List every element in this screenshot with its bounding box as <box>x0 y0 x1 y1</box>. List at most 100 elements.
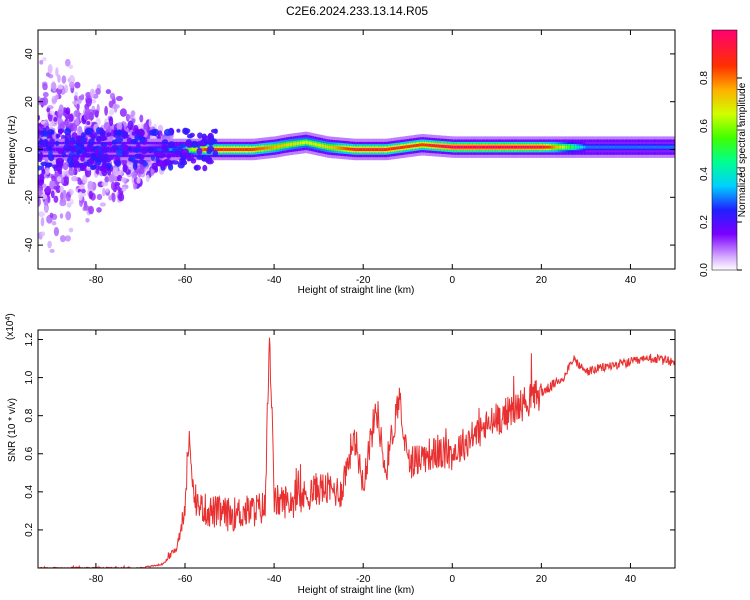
spectrogram-cell <box>316 143 318 147</box>
spectrogram-cell <box>650 145 653 149</box>
spectrogram-cell <box>155 148 158 151</box>
spectrogram-cell <box>255 147 258 151</box>
spectrogram-cell <box>634 145 637 149</box>
spectrogram-cell <box>107 148 110 151</box>
spectrogram-cell <box>196 147 203 155</box>
spectrogram-cell <box>66 145 74 151</box>
spectrogram-cell <box>91 152 96 161</box>
spectrogram-cell <box>613 145 616 149</box>
spectrogram-cell <box>399 146 402 150</box>
spectrogram-cell <box>237 148 240 151</box>
spectrogram-cell <box>109 109 115 116</box>
spectrogram-cell <box>73 95 78 101</box>
spectrogram-cell <box>307 141 310 145</box>
spectrogram-cell <box>104 176 109 183</box>
spectrogram-cell <box>544 145 546 149</box>
spectrogram-cell <box>56 157 65 165</box>
spectrogram-cell <box>485 145 488 149</box>
spectrogram-cell <box>139 114 144 123</box>
spectrogram-cell <box>663 145 666 149</box>
spectrogram-cell <box>38 211 45 217</box>
spectrogram-cell <box>108 100 114 108</box>
spectrogram-cell <box>43 148 46 151</box>
snr-x-label: Height of straight line (km) <box>298 585 415 596</box>
figure-title: C2E6.2024.233.13.14.R05 <box>286 4 428 18</box>
spectrogram-cell <box>558 145 561 149</box>
spectrogram-cell <box>163 144 169 153</box>
snr-y-scale-close: ) <box>5 313 16 316</box>
spectrogram-cell <box>440 144 443 148</box>
spectrogram-cell <box>105 89 112 95</box>
spectrogram-cell <box>43 131 49 136</box>
x-tick-label: 40 <box>625 574 637 585</box>
spectrogram-cell <box>113 167 119 177</box>
spectrogram-cell <box>83 204 89 211</box>
spectrogram-cell <box>417 143 420 147</box>
spectrogram-cell <box>88 159 93 164</box>
spectrogram-cell <box>80 94 85 99</box>
spectrogram-cell <box>40 231 46 237</box>
spectrogram-cell <box>45 72 51 77</box>
spectrogram-cell <box>80 155 85 162</box>
spectrogram-cell <box>90 88 95 98</box>
spectrogram-cell <box>150 155 155 161</box>
spectrogram-cell <box>232 148 235 151</box>
spectrogram-cell <box>561 145 564 149</box>
spectrogram-cell <box>317 143 320 147</box>
spectrogram-cell <box>401 145 404 149</box>
spectrogram-cell <box>118 169 124 176</box>
spectrogram-cell <box>201 148 204 151</box>
spectrogram-cell <box>446 145 448 149</box>
spectrogram-cell <box>403 145 406 149</box>
spectrogram-cell <box>282 144 285 148</box>
spectrogram-cell <box>53 185 58 190</box>
spectrogram-cell <box>60 177 65 185</box>
y-tick-label: 0 <box>24 146 35 152</box>
spectrogram-cell <box>163 128 172 136</box>
spectrogram-cell <box>108 174 115 183</box>
spectrogram-cell <box>105 188 109 193</box>
spectrogram-cell <box>560 145 563 149</box>
spectrogram-cell <box>218 148 220 151</box>
spectrogram-cell <box>235 148 238 151</box>
spectrogram-cell <box>168 148 171 151</box>
x-tick-label: -80 <box>89 275 104 286</box>
spectrogram-cell <box>392 147 395 150</box>
spectrogram-cell <box>305 140 308 144</box>
spectrogram-cell <box>593 145 596 149</box>
spectrogram-cell <box>62 189 67 200</box>
spectrogram-cell <box>153 150 159 156</box>
spectrogram-cell <box>349 147 352 151</box>
spectrogram-cell <box>115 137 124 143</box>
spectrogram-cell <box>536 145 539 149</box>
spectrogram-cell <box>497 145 500 149</box>
spectrogram-cell <box>540 145 543 149</box>
spectrogram-cell <box>499 145 502 149</box>
colorbar-gradient <box>711 29 738 271</box>
spectrogram-cell <box>49 121 53 129</box>
spectrogram-cell <box>56 176 62 183</box>
spectrogram-cell <box>52 82 57 92</box>
spectrogram-cell <box>510 145 513 149</box>
spectrogram-cell <box>44 204 49 213</box>
spectrogram-cell <box>191 148 194 151</box>
spectrogram-cell <box>339 146 342 150</box>
y-tick-label: 20 <box>24 96 35 108</box>
spectrogram-cell <box>324 145 327 148</box>
spectrogram-cell <box>492 145 495 149</box>
spectrogram-cell <box>668 145 671 149</box>
spectrogram-cell <box>64 133 72 140</box>
spectrogram-cell <box>606 145 609 149</box>
spectrogram-cell <box>371 148 374 151</box>
spectrogram-cell <box>659 145 662 149</box>
spectrogram-cell <box>267 146 270 150</box>
snr-panel: -80 -60 -40 -20 0 20 40 0.2 0.4 0.6 0.8 1.0 1.2 Heig… <box>5 313 676 596</box>
spectrogram-cell <box>629 145 632 149</box>
spectrogram-cell <box>46 107 51 112</box>
spectrogram-cell <box>488 145 491 149</box>
spectrogram-cell <box>574 145 577 149</box>
spectrogram-cell <box>131 131 137 136</box>
spectrogram-cell <box>654 145 657 149</box>
colorbar-label: Normalized spectral amplitude <box>737 82 748 217</box>
spectrogram-cell <box>104 105 108 116</box>
